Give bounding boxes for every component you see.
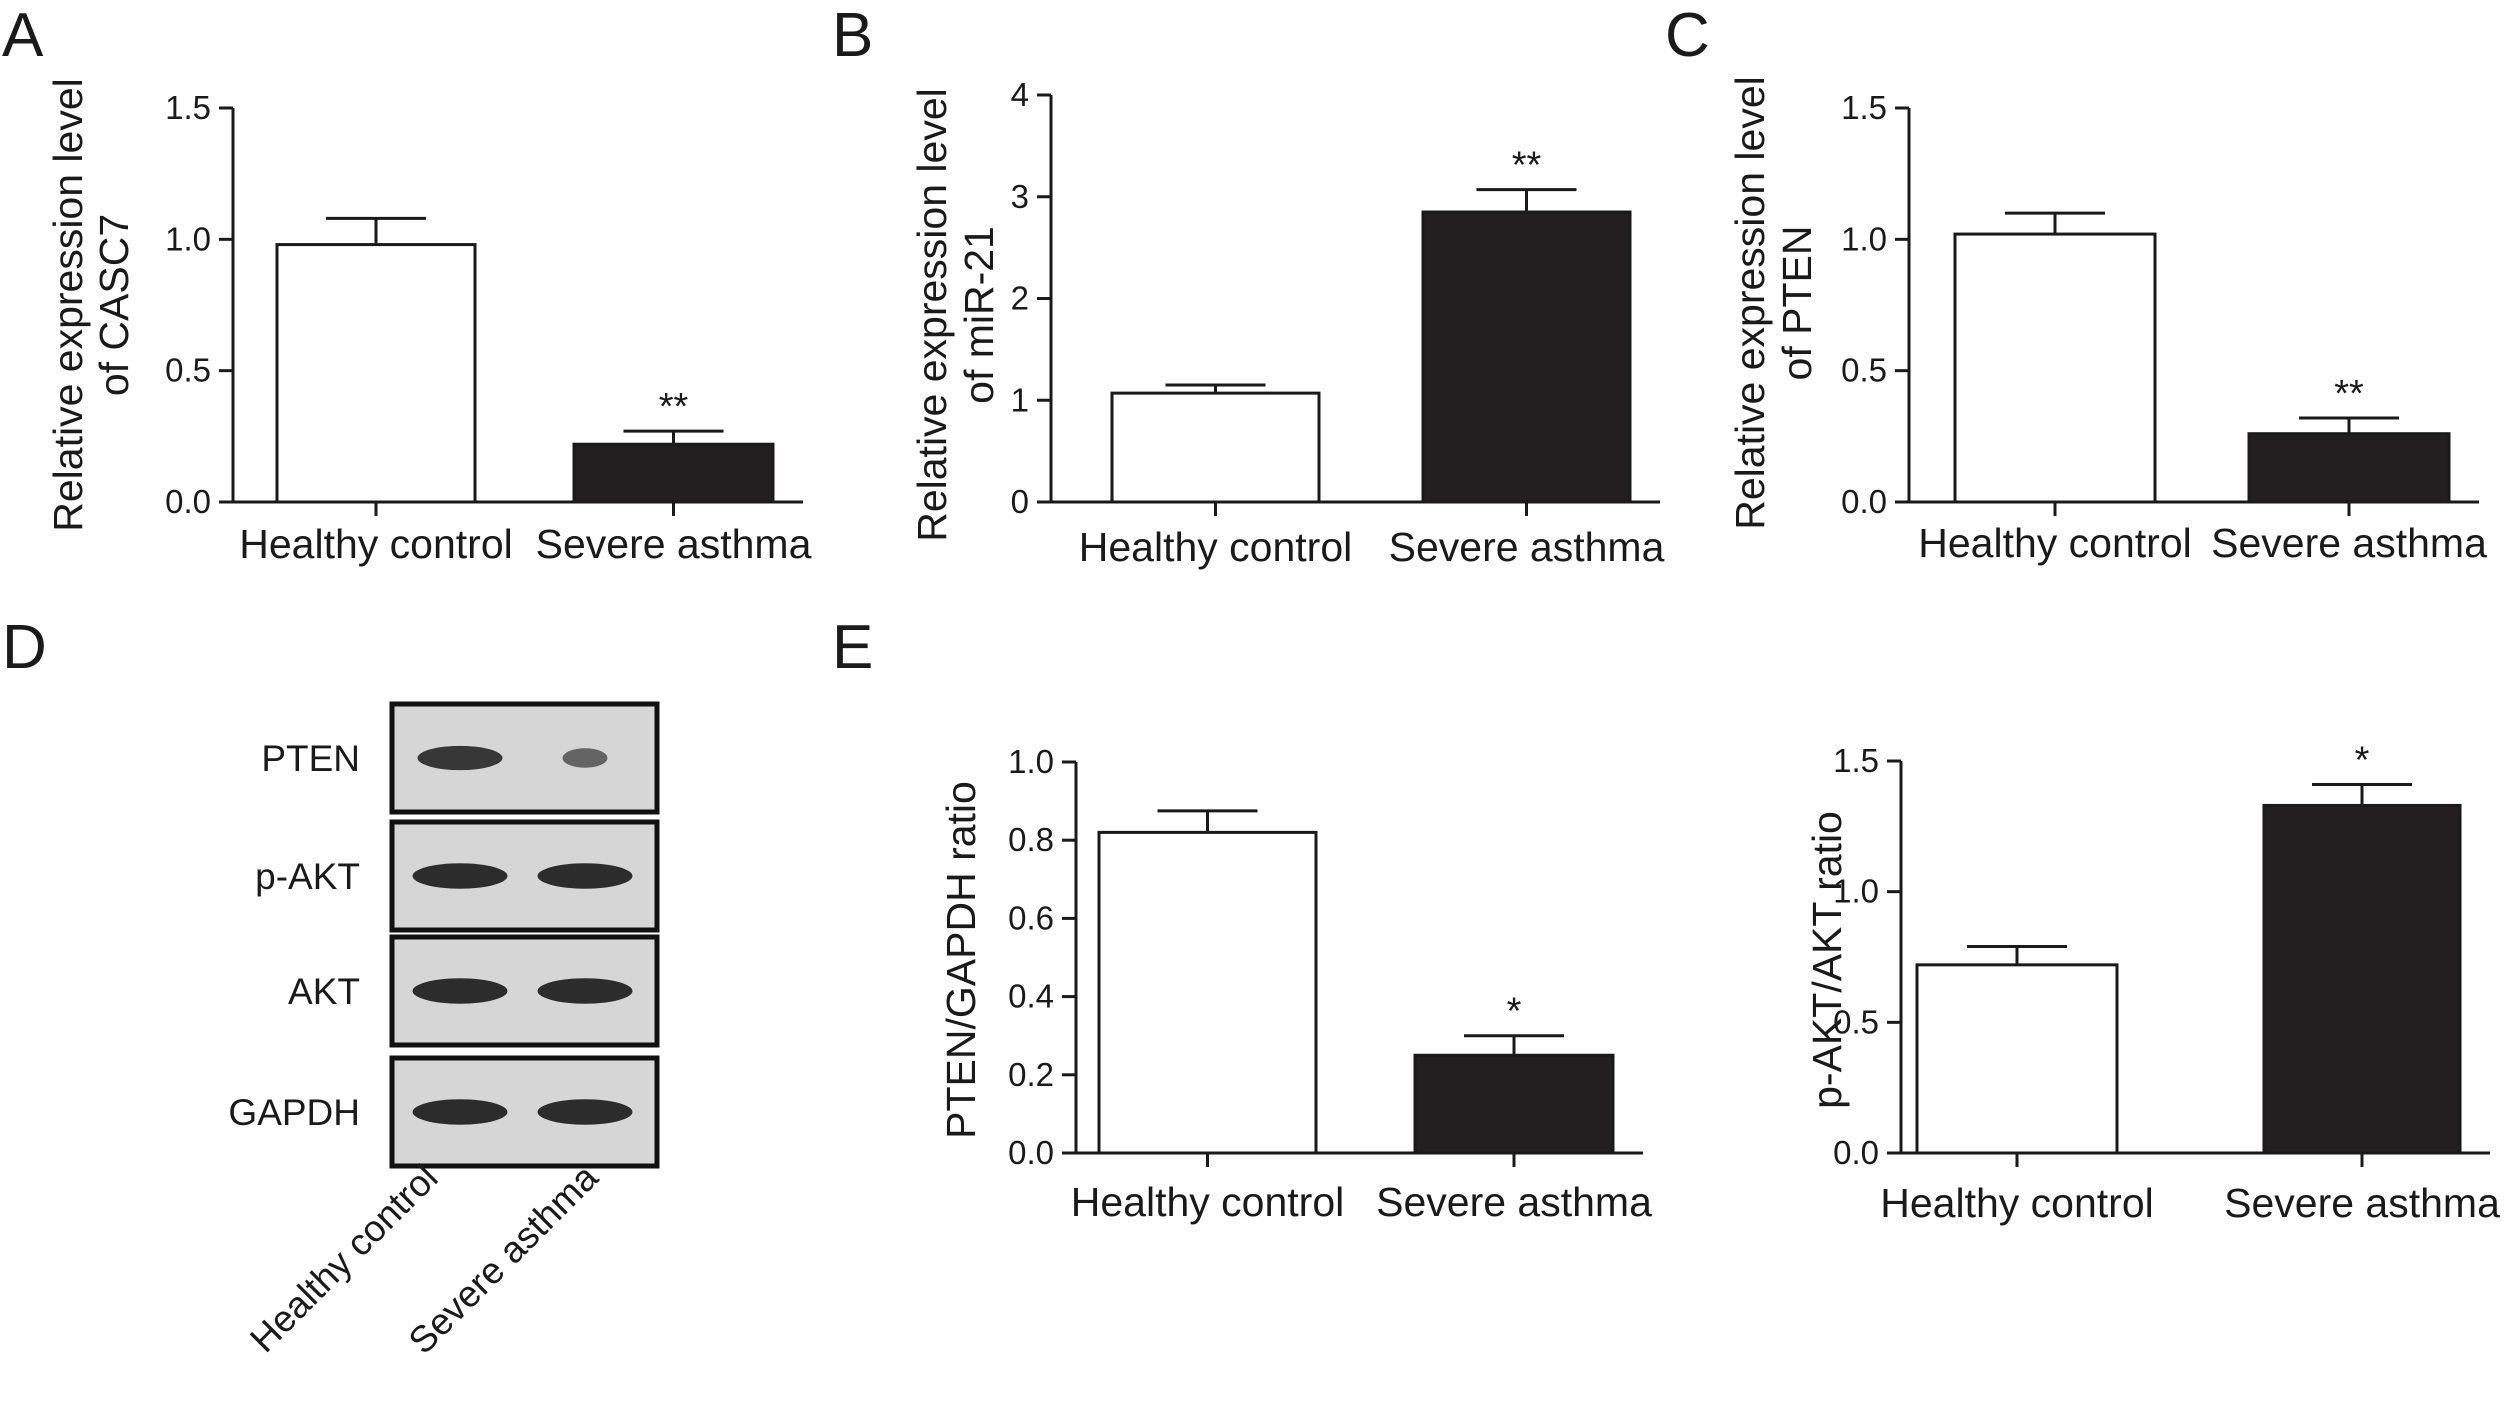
category-label: Healthy control — [1880, 1180, 2153, 1226]
y-tick-label: 0.0 — [1008, 1134, 1054, 1171]
blot-band — [537, 863, 633, 889]
bar-healthy-control — [1097, 830, 1318, 1155]
bar-severe-asthma — [572, 442, 775, 504]
significance-marker: * — [2355, 740, 2370, 782]
y-tick-label: 4 — [1011, 76, 1029, 113]
y-axis-title: Relative expression level — [45, 78, 91, 532]
bar-healthy-control — [1915, 963, 2119, 1155]
y-tick-label: 0.4 — [1008, 978, 1054, 1015]
y-tick-label: 1.0 — [1833, 873, 1879, 910]
significance-marker: ** — [1512, 145, 1542, 187]
significance-marker: ** — [659, 386, 689, 428]
y-axis-title: Relative expression level — [1727, 76, 1773, 530]
y-axis-title: p-AKT/AKT ratio — [1804, 811, 1850, 1109]
y-tick-label: 0.0 — [1833, 1134, 1879, 1171]
category-label: Severe asthma — [2211, 520, 2487, 566]
blot-band — [537, 1099, 633, 1125]
bar-severe-asthma — [1421, 210, 1632, 504]
y-tick-label: 2 — [1011, 280, 1029, 317]
y-tick-label: 1.0 — [165, 220, 211, 257]
chart-casc7-expression: 0.0 0.5 1.0 1.5 Relative expression level of … — [45, 78, 812, 567]
y-tick-label: 1.5 — [165, 89, 211, 126]
panel-letter-b: B — [832, 1, 873, 70]
blot-band — [417, 745, 503, 771]
y-axis-title: Relative expression level — [909, 88, 955, 542]
bar-healthy-control — [1953, 232, 2157, 504]
blot-row-label: PTEN — [261, 738, 360, 779]
chart-pten-expression: 0.0 0.5 1.0 1.5 Relative expression level of … — [1727, 76, 2487, 566]
y-tick-label: 1 — [1011, 381, 1029, 418]
blot-row-label: AKT — [288, 971, 360, 1012]
blot-band — [537, 978, 633, 1004]
blot-band — [412, 1099, 508, 1125]
blot-band — [412, 978, 508, 1004]
y-axis-title: of CASC7 — [91, 214, 137, 396]
y-tick-label: 0.5 — [1841, 352, 1887, 389]
chart-pakt-akt-ratio: 0.0 0.5 1.0 1.5 p-AKT/AKT ratio Healthy contr… — [1804, 740, 2500, 1226]
blot-row-label: GAPDH — [228, 1092, 360, 1133]
significance-marker: * — [1507, 991, 1522, 1033]
y-tick-label: 3 — [1011, 178, 1029, 215]
category-label: Healthy control — [1071, 1179, 1344, 1225]
y-tick-label: 0 — [1011, 483, 1029, 520]
y-tick-label: 0.6 — [1008, 899, 1054, 936]
y-tick-label: 1.5 — [1841, 89, 1887, 126]
bar-healthy-control — [275, 243, 477, 504]
y-axis-title: PTEN/GAPDH ratio — [938, 781, 984, 1139]
bar-healthy-control — [1110, 391, 1321, 504]
y-tick-label: 1.0 — [1841, 220, 1887, 257]
y-tick-label: 0.0 — [1841, 483, 1887, 520]
panel-letter-c: C — [1665, 1, 1710, 70]
bar-severe-asthma — [2247, 432, 2451, 504]
y-tick-label: 1.0 — [1008, 743, 1054, 780]
category-label: Healthy control — [239, 521, 512, 567]
y-tick-label: 0.8 — [1008, 821, 1054, 858]
bar-severe-asthma — [2262, 803, 2462, 1155]
panel-letter-a: A — [2, 1, 44, 70]
chart-mir21-expression: 0 1 2 3 4 Relative expression level of miR-21 H… — [909, 76, 1665, 570]
y-tick-label: 0.2 — [1008, 1056, 1054, 1093]
category-label: Healthy control — [1079, 524, 1352, 570]
blot-row-label: p-AKT — [255, 856, 360, 897]
bar-severe-asthma — [1413, 1053, 1615, 1155]
category-label: Healthy control — [1918, 520, 2191, 566]
category-label: Severe asthma — [1389, 524, 1665, 570]
y-axis-title: of PTEN — [1774, 226, 1820, 381]
blot-band — [562, 748, 608, 768]
panel-letter-d: D — [2, 613, 47, 682]
y-tick-label: 0.0 — [165, 483, 211, 520]
y-tick-label: 0.5 — [165, 352, 211, 389]
y-axis-title: of miR-21 — [956, 226, 1002, 404]
category-label: Severe asthma — [536, 521, 812, 567]
chart-pten-gapdh-ratio: 0.0 0.2 0.4 0.6 0.8 1.0 PTEN/GAPDH ratio Health… — [938, 743, 1652, 1225]
blot-band — [412, 863, 508, 889]
y-tick-label: 1.5 — [1833, 742, 1879, 779]
category-label: Severe asthma — [2224, 1180, 2500, 1226]
y-tick-label: 0.5 — [1833, 1003, 1879, 1040]
panel-letter-e: E — [832, 613, 873, 682]
significance-marker: ** — [2334, 373, 2364, 415]
category-label: Severe asthma — [1376, 1179, 1652, 1225]
